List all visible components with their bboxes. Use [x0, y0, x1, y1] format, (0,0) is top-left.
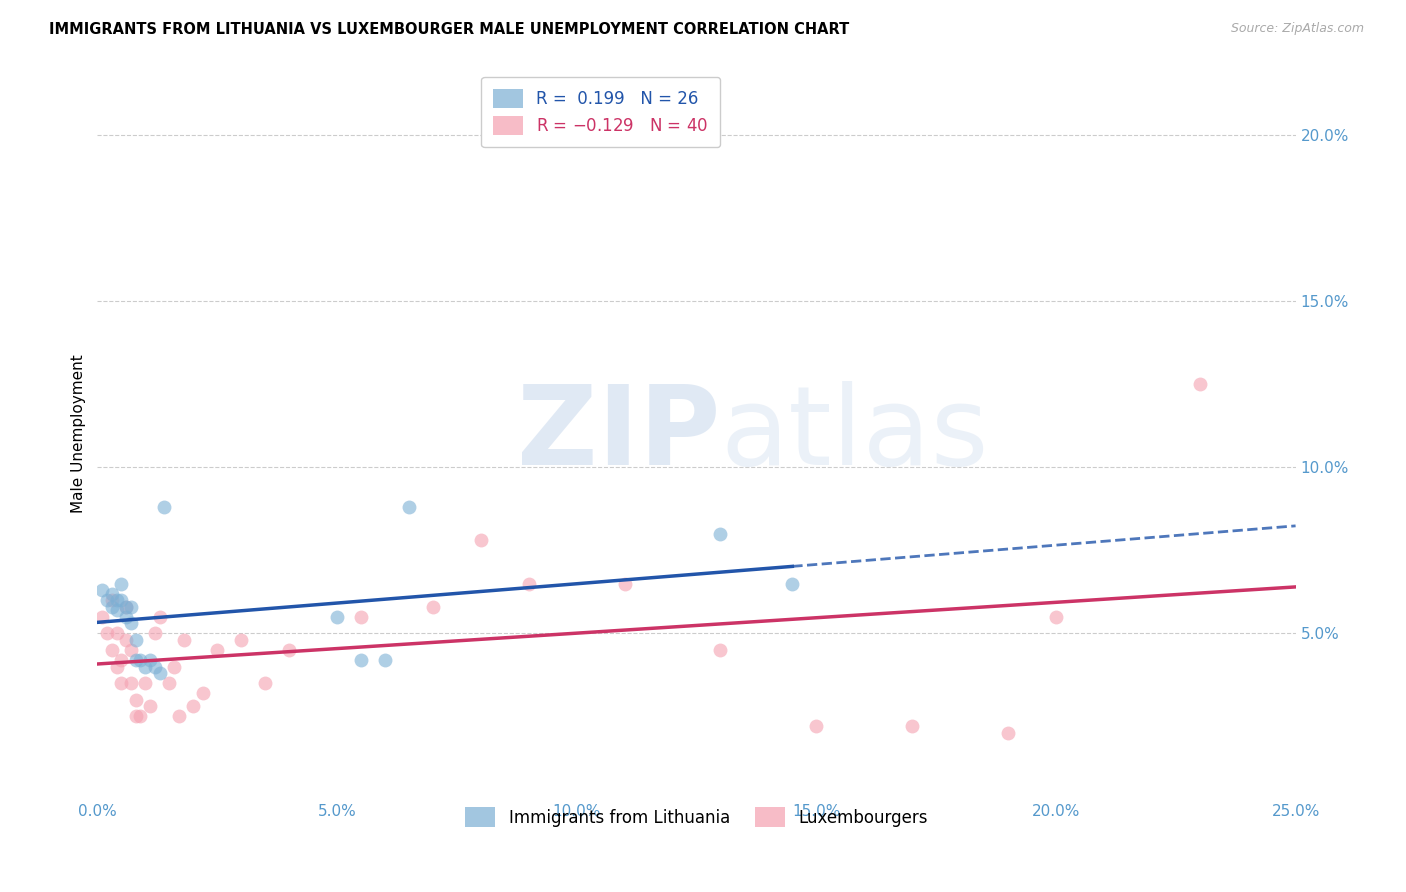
Point	[120, 643, 142, 657]
Point	[782, 576, 804, 591]
Legend: Immigrants from Lithuania, Luxembourgers: Immigrants from Lithuania, Luxembourgers	[457, 799, 936, 835]
Point	[115, 599, 138, 614]
Point	[350, 653, 373, 667]
Point	[125, 633, 148, 648]
Point	[181, 699, 204, 714]
Point	[398, 500, 420, 515]
Point	[143, 626, 166, 640]
Text: ZIP: ZIP	[517, 381, 720, 488]
Point	[110, 653, 132, 667]
Point	[1188, 377, 1211, 392]
Text: IMMIGRANTS FROM LITHUANIA VS LUXEMBOURGER MALE UNEMPLOYMENT CORRELATION CHART: IMMIGRANTS FROM LITHUANIA VS LUXEMBOURGE…	[49, 22, 849, 37]
Point	[100, 586, 122, 600]
Point	[374, 653, 396, 667]
Point	[105, 603, 128, 617]
Point	[143, 659, 166, 673]
Point	[901, 719, 924, 733]
Point	[350, 609, 373, 624]
Text: atlas: atlas	[720, 381, 988, 488]
Point	[163, 659, 186, 673]
Point	[278, 643, 301, 657]
Point	[125, 693, 148, 707]
Point	[139, 653, 162, 667]
Point	[134, 659, 156, 673]
Point	[205, 643, 228, 657]
Point	[110, 593, 132, 607]
Point	[96, 626, 118, 640]
Point	[115, 599, 138, 614]
Point	[149, 666, 172, 681]
Point	[100, 599, 122, 614]
Point	[149, 609, 172, 624]
Point	[709, 643, 731, 657]
Point	[115, 633, 138, 648]
Y-axis label: Male Unemployment: Male Unemployment	[72, 355, 86, 514]
Point	[254, 676, 277, 690]
Point	[105, 659, 128, 673]
Point	[806, 719, 828, 733]
Point	[100, 593, 122, 607]
Point	[157, 676, 180, 690]
Point	[173, 633, 195, 648]
Point	[129, 653, 152, 667]
Point	[191, 686, 214, 700]
Point	[120, 616, 142, 631]
Point	[709, 526, 731, 541]
Point	[167, 709, 190, 723]
Point	[110, 576, 132, 591]
Point	[326, 609, 349, 624]
Point	[110, 676, 132, 690]
Point	[125, 709, 148, 723]
Point	[1045, 609, 1067, 624]
Point	[129, 709, 152, 723]
Point	[105, 626, 128, 640]
Point	[613, 576, 636, 591]
Point	[91, 609, 114, 624]
Point	[120, 599, 142, 614]
Point	[120, 676, 142, 690]
Point	[470, 533, 492, 548]
Point	[105, 593, 128, 607]
Point	[997, 726, 1019, 740]
Point	[139, 699, 162, 714]
Point	[91, 583, 114, 598]
Text: Source: ZipAtlas.com: Source: ZipAtlas.com	[1230, 22, 1364, 36]
Point	[134, 676, 156, 690]
Point	[100, 643, 122, 657]
Point	[96, 593, 118, 607]
Point	[125, 653, 148, 667]
Point	[517, 576, 540, 591]
Point	[153, 500, 176, 515]
Point	[115, 609, 138, 624]
Point	[422, 599, 444, 614]
Point	[231, 633, 253, 648]
